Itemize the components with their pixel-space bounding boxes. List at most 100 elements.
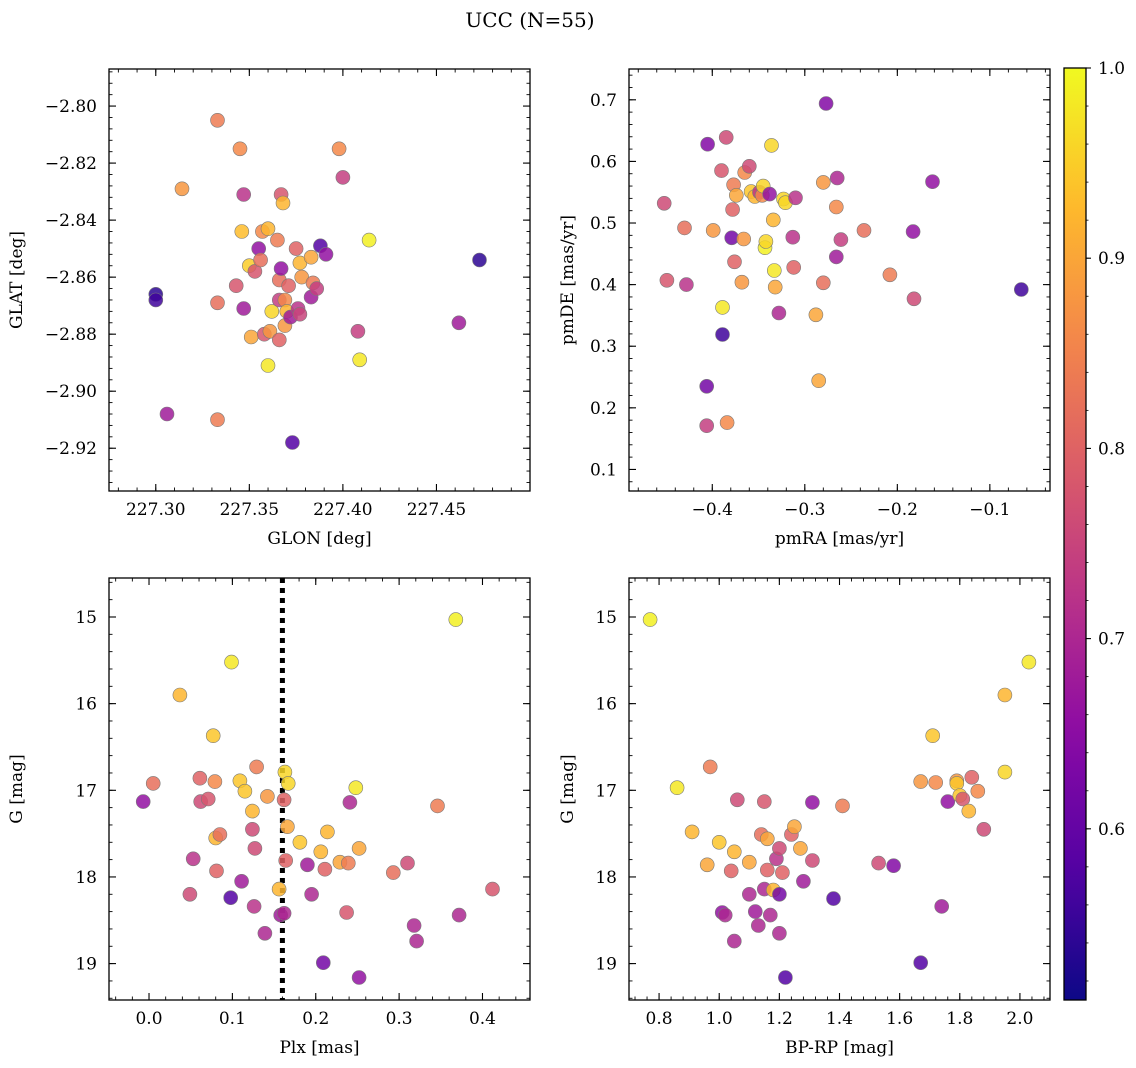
axes-frame <box>108 68 531 492</box>
scatter-point <box>700 136 715 152</box>
scatter-point <box>871 855 886 871</box>
scatter-point <box>886 858 901 874</box>
scatter-point <box>472 252 487 268</box>
scatter-point <box>656 196 672 211</box>
y-tick-label: 0.4 <box>590 276 617 296</box>
scatter-point <box>280 819 295 835</box>
scatter-point <box>285 435 300 450</box>
scatter-point <box>276 905 292 921</box>
colorbar-gradient <box>1063 67 1087 1001</box>
y-axis-label: G [mag] <box>7 754 27 823</box>
scatter-point <box>741 886 757 902</box>
scatter-point <box>955 791 971 807</box>
axes-frame <box>628 577 1051 1001</box>
y-axis-label: GLAT [deg] <box>7 231 27 329</box>
x-axis-label: pmRA [mas/yr] <box>775 529 904 549</box>
x-tick-label: 0.3 <box>386 1009 413 1029</box>
y-tick-label: −2.90 <box>45 382 97 402</box>
scatter-point <box>718 130 734 145</box>
scatter-point <box>185 851 201 867</box>
scatter-point <box>729 792 745 808</box>
scatter-point <box>928 775 944 790</box>
scatter-point <box>828 249 844 265</box>
scatter-point <box>352 352 368 368</box>
scatter-point <box>714 163 729 178</box>
scatter-point <box>882 267 898 283</box>
scatter-point <box>260 221 276 236</box>
x-tick-label: −0.1 <box>969 500 1010 520</box>
scatter-point <box>762 186 777 202</box>
scatter-point <box>741 159 757 174</box>
scatter-point <box>174 181 190 197</box>
scatter-point <box>313 844 329 860</box>
scatter-point <box>361 232 377 248</box>
scatter-point <box>1021 654 1037 670</box>
scatter-point <box>728 188 744 203</box>
scatter-point <box>736 231 752 247</box>
scatter-point <box>772 841 787 856</box>
x-tick-label: 2.0 <box>1006 1009 1033 1029</box>
scatter-point <box>281 278 296 294</box>
y-axis-label: G [mag] <box>558 754 578 823</box>
scatter-point <box>350 323 366 339</box>
scatter-point <box>940 794 956 809</box>
x-tick-label: 1.8 <box>946 1009 973 1029</box>
scatter-point <box>726 844 742 860</box>
scatter-point <box>236 301 251 316</box>
scatter-point <box>430 798 445 814</box>
panel-bprp-g: 0.8 1.0 1.2 1.4 1.6 1.8 2.0 15 16 17 18 19 BP-RP [ma… <box>558 577 1051 1058</box>
scatter-point <box>750 918 766 933</box>
scatter-point <box>976 821 992 837</box>
y-tick-label: 17 <box>595 781 617 801</box>
scatter-point <box>247 841 263 856</box>
scatter-point <box>340 855 356 871</box>
axes-frame <box>108 577 531 1001</box>
scatter-point <box>829 170 845 186</box>
scatter-point <box>409 933 424 949</box>
scatter-point <box>292 306 308 322</box>
scatter-point <box>451 315 467 331</box>
panel-pmra-pmde: −0.4 −0.3 −0.2 −0.1 0.1 0.2 0.3 0.4 0.5 0.6 0.7 pmR… <box>558 68 1051 549</box>
scatter-point <box>145 776 161 791</box>
scatter-point <box>276 792 292 808</box>
scatter-point <box>451 907 467 923</box>
panel-plx-g: 0.0 0.1 0.2 0.3 0.4 15 16 17 18 19 Plx [mas] G [mag… <box>7 577 531 1058</box>
y-tick-label: −2.80 <box>45 97 97 117</box>
scatter-point <box>400 855 415 871</box>
x-tick-label: −0.2 <box>877 500 918 520</box>
y-tick-label: 17 <box>75 781 97 801</box>
scatter-point <box>786 260 802 275</box>
x-tick-label: 0.1 <box>219 1009 246 1029</box>
x-axis-label: Plx [mas] <box>279 1038 359 1058</box>
scatter-point <box>385 865 401 880</box>
scatter-point <box>785 229 801 245</box>
scatter-point <box>815 175 831 190</box>
colorbar-tick-label: 0.9 <box>1098 249 1125 269</box>
scatter-point <box>726 933 742 949</box>
scatter-point <box>684 824 700 840</box>
scatter-point <box>232 141 248 157</box>
scatter-point <box>260 789 275 804</box>
scatter-point <box>762 907 778 923</box>
scatter-point <box>292 834 308 850</box>
scatter-point <box>331 141 347 157</box>
scatter-point <box>767 279 783 295</box>
scatter-point <box>264 304 280 319</box>
scatter-point <box>210 295 225 311</box>
scatter-point <box>320 824 335 840</box>
scatter-point <box>192 770 208 786</box>
scatter-point <box>961 803 977 819</box>
scatter-point <box>772 925 787 941</box>
y-tick-label: 15 <box>595 608 617 628</box>
scatter-point <box>764 138 779 153</box>
scatter-point <box>856 223 872 238</box>
scatter-point <box>677 220 692 236</box>
scatter-point <box>805 853 820 868</box>
scatter-point <box>317 861 333 877</box>
scatter-point <box>234 873 249 889</box>
x-axis-label: BP-RP [mag] <box>785 1038 894 1058</box>
scatter-point <box>775 865 790 880</box>
scatter-point <box>182 886 198 902</box>
scatter-point <box>699 857 715 873</box>
y-tick-label: 0.2 <box>590 399 617 419</box>
